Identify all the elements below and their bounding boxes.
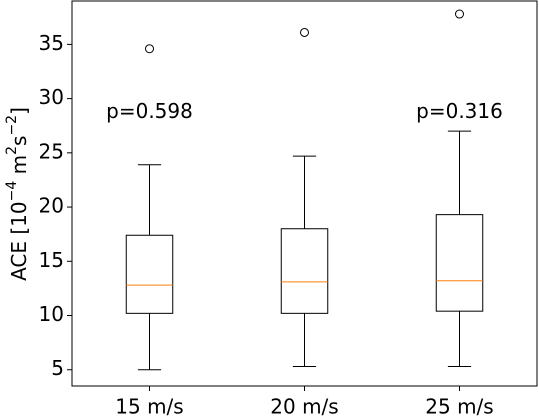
x-tick-label: 20 m/s	[270, 395, 338, 416]
box-group	[125, 44, 174, 371]
x-axis-ticks: 15 m/s 20 m/s 25 m/s	[115, 386, 494, 416]
p-value-annotation: p=0.316	[416, 99, 503, 123]
outlier-point	[145, 44, 154, 54]
y-tick-label: 5	[51, 356, 64, 380]
y-tick-label: 15	[39, 248, 64, 272]
chart-marks	[125, 9, 484, 371]
box	[280, 228, 329, 314]
outlier-point	[300, 27, 309, 37]
x-tick-label: 25 m/s	[425, 395, 493, 416]
annotations: p=0.598 p=0.316	[106, 99, 503, 123]
y-axis-label: ACE [10−4 m2s−2]	[4, 107, 31, 281]
p-value-annotation: p=0.598	[106, 99, 193, 123]
box-group	[435, 9, 484, 367]
y-tick-label: 25	[39, 139, 64, 163]
y-tick-label: 20	[39, 194, 64, 218]
box	[435, 214, 484, 312]
box	[125, 234, 174, 314]
x-tick-label: 15 m/s	[115, 395, 183, 416]
y-axis-ticks: 5 10 15 20 25 30 35	[39, 31, 72, 380]
outlier-point	[455, 9, 464, 19]
y-tick-label: 35	[39, 31, 64, 55]
y-tick-label: 10	[39, 302, 64, 326]
box-group	[280, 27, 329, 367]
y-tick-label: 30	[39, 85, 64, 109]
